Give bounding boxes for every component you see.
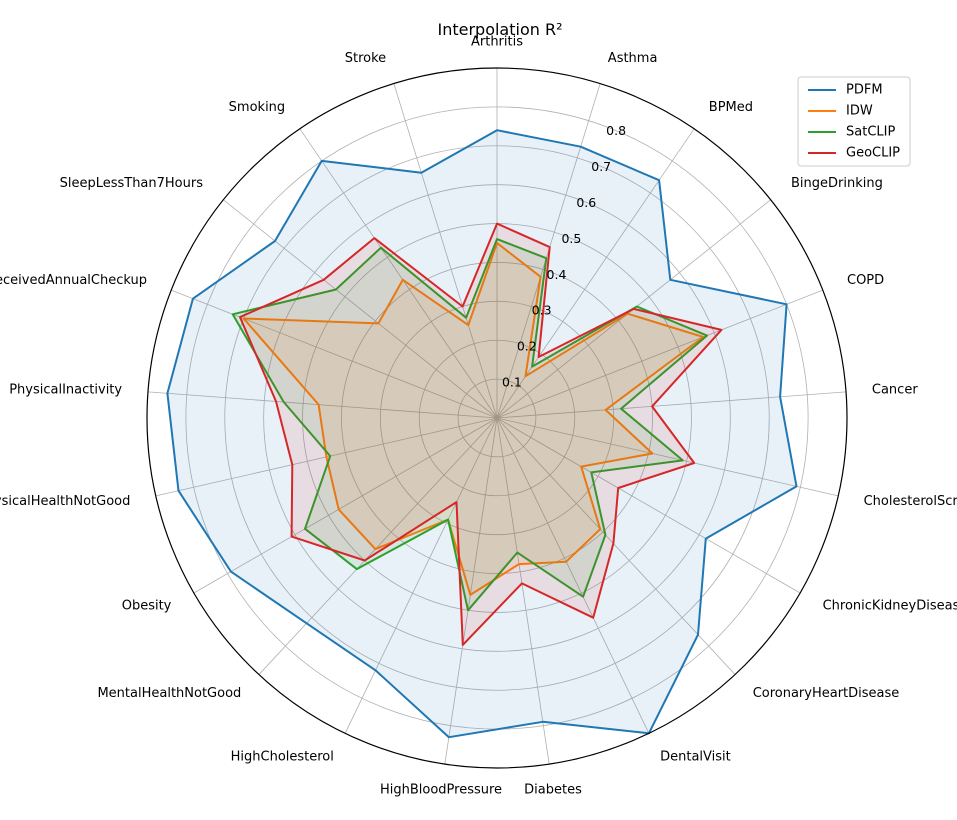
series-area-satclip — [232, 239, 707, 611]
category-label-bingedrinking: BingeDrinking — [791, 176, 883, 191]
series-line-pdfm — [166, 129, 798, 739]
category-label-copd: COPD — [847, 273, 884, 288]
category-label-bpmed: BPMed — [709, 100, 753, 115]
legend-frame — [797, 76, 911, 167]
radial-tick-label: 0.8 — [606, 123, 626, 138]
category-label-highcholesterol: HighCholesterol — [231, 749, 334, 764]
legend-label-idw: IDW — [846, 104, 873, 119]
grid-spoke — [496, 128, 695, 419]
category-labels: Arthritis Asthma BPMed BingeDrinking COPD Can… — [0, 35, 957, 798]
legend-label-satclip: SatCLIP — [846, 125, 895, 140]
grid-spoke — [496, 417, 650, 734]
grid-spoke — [258, 417, 498, 675]
category-label-cancer: Cancer — [872, 382, 918, 397]
grid-spoke — [444, 417, 498, 765]
frame-layer — [146, 67, 848, 769]
grid-spoke — [496, 417, 550, 765]
grid-spoke — [496, 289, 823, 419]
category-label-asthma: Asthma — [608, 51, 658, 66]
radial-tick-label: 0.6 — [576, 195, 596, 210]
category-label-chronickidneydisease: ChronicKidneyDisease — [823, 599, 957, 614]
category-label-diabetes: Diabetes — [524, 782, 582, 797]
radial-tick-label: 0.4 — [547, 267, 567, 282]
category-label-sleeplessthan7hours: SleepLessThan7Hours — [60, 176, 204, 191]
legend-label-pdfm: PDFM — [846, 83, 883, 98]
category-label-receivedannualcheckup: ReceivedAnnualCheckup — [0, 273, 147, 288]
series-line-satclip — [231, 238, 708, 612]
grid-spoke — [299, 128, 498, 419]
grid-spoke — [496, 417, 736, 675]
category-label-physicalhealthnotgood: PhysicalHealthNotGood — [0, 494, 130, 509]
category-label-highbloodpressure: HighBloodPressure — [380, 782, 502, 797]
polar-frame — [146, 67, 848, 769]
category-label-coronaryheartdisease: CoronaryHeartDisease — [753, 686, 900, 701]
grid-spoke — [496, 391, 847, 419]
grid-spoke — [147, 391, 498, 419]
grid-spoke — [344, 417, 498, 734]
category-label-smoking: Smoking — [229, 100, 286, 115]
series-line-geoclip — [239, 222, 723, 646]
radial-tick-label: 0.2 — [517, 339, 537, 354]
radial-tick-label: 0.3 — [532, 303, 552, 318]
category-label-arthritis: Arthritis — [471, 35, 523, 50]
legend-label-geoclip: GeoCLIP — [846, 146, 900, 161]
category-label-obesity: Obesity — [122, 599, 172, 614]
grid-spoke — [171, 289, 498, 419]
grid-spoke — [223, 199, 498, 419]
radial-tick-labels: 0.1 0.2 0.3 0.4 0.5 0.6 0.7 0.8 — [502, 123, 626, 390]
category-label-physicalinactivity: PhysicalInactivity — [9, 382, 122, 397]
legend: PDFM IDW SatCLIP GeoCLIP — [797, 76, 911, 167]
category-label-dentalvisit: DentalVisit — [660, 749, 731, 764]
series-layer — [166, 129, 798, 739]
grid-spoke — [496, 417, 839, 497]
category-label-cholesterolscreening: CholesterolScreening — [864, 494, 957, 509]
grid-spoke — [496, 417, 801, 594]
grid-spoke — [393, 83, 498, 419]
radial-tick-label: 0.5 — [561, 231, 581, 246]
radial-tick-label: 0.1 — [502, 375, 522, 390]
series-area-pdfm — [167, 130, 797, 738]
grid-spoke — [193, 417, 498, 594]
series-area-geoclip — [240, 223, 722, 645]
series-area-idw — [243, 243, 704, 595]
category-label-mentalhealthnotgood: MentalHealthNotGood — [97, 686, 241, 701]
radial-tick-label: 0.7 — [591, 159, 611, 174]
chart-title: Interpolation R² — [437, 20, 562, 39]
category-label-stroke: Stroke — [345, 51, 386, 66]
